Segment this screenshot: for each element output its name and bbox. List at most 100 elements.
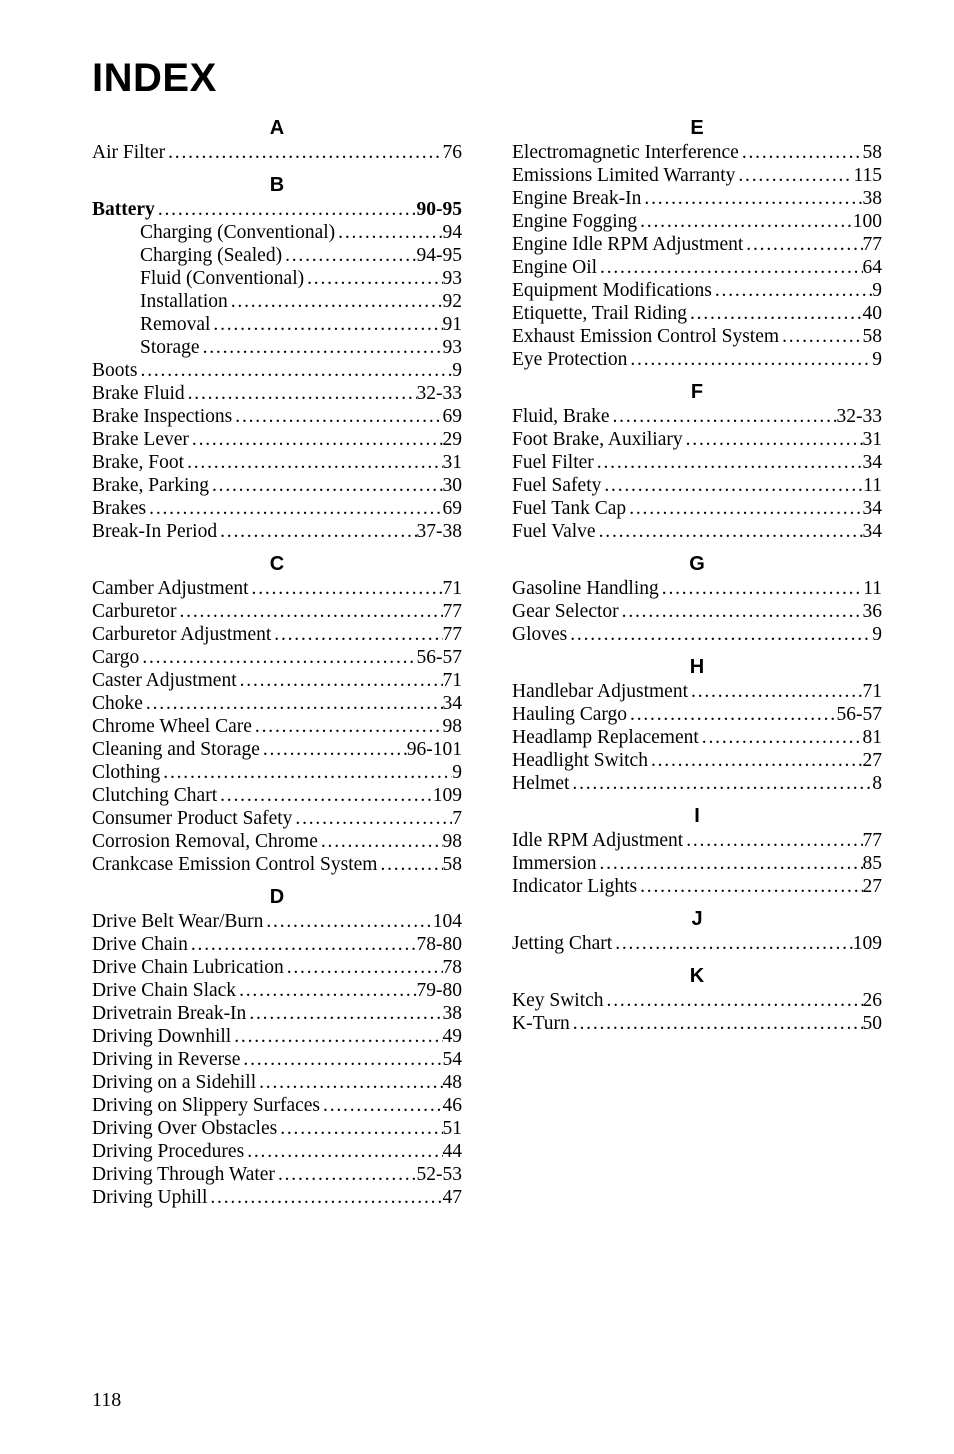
index-entry: Etiquette, Trail Riding40 (512, 302, 882, 325)
index-entry: Installation92 (92, 290, 462, 313)
index-entry: Driving on Slippery Surfaces46 (92, 1094, 462, 1117)
entry-label: Driving Through Water (92, 1163, 275, 1186)
index-entry: Brake Inspections69 (92, 405, 462, 428)
dot-leader (569, 772, 872, 795)
dot-leader (271, 623, 442, 646)
entry-page: 94-95 (417, 244, 463, 267)
entry-label: Driving on Slippery Surfaces (92, 1094, 320, 1117)
entry-page: 11 (863, 577, 882, 600)
entry-label: Driving on a Sidehill (92, 1071, 256, 1094)
dot-leader (236, 979, 416, 1002)
entry-label: Brake Fluid (92, 382, 185, 405)
entry-label: Equipment Modifications (512, 279, 712, 302)
dot-leader (612, 932, 853, 955)
dot-leader (244, 1140, 442, 1163)
index-entry: Crankcase Emission Control System58 (92, 853, 462, 876)
right-column: EElectromagnetic Interference58Emissions… (512, 107, 882, 1209)
dot-leader (604, 989, 863, 1012)
index-entry: Drive Chain Slack 79-80 (92, 979, 462, 1002)
entry-label: Driving Downhill (92, 1025, 231, 1048)
index-entry: Driving Over Obstacles 51 (92, 1117, 462, 1140)
index-entry: Gear Selector36 (512, 600, 882, 623)
dot-leader (185, 382, 417, 405)
index-entry: Drive Belt Wear/Burn104 (92, 910, 462, 933)
index-entry: Emissions Limited Warranty115 (512, 164, 882, 187)
entry-label: Break-In Period (92, 520, 217, 543)
entry-page: 54 (443, 1048, 463, 1071)
entry-label: Brake Inspections (92, 405, 232, 428)
index-entry: Chrome Wheel Care98 (92, 715, 462, 738)
dot-leader (641, 187, 862, 210)
index-entry: Indicator Lights27 (512, 875, 882, 898)
entry-page: 38 (863, 187, 883, 210)
entry-page: 51 (443, 1117, 463, 1140)
entry-label: Fluid, Brake (512, 405, 610, 428)
index-entry: Carburetor Adjustment77 (92, 623, 462, 646)
dot-leader (228, 290, 443, 313)
entry-page: 77 (443, 600, 463, 623)
dot-leader (567, 623, 872, 646)
dot-leader (596, 520, 863, 543)
index-entry: Brake Fluid32-33 (92, 382, 462, 405)
entry-label: Engine Idle RPM Adjustment (512, 233, 743, 256)
entry-label: Etiquette, Trail Riding (512, 302, 687, 325)
dot-leader (275, 1163, 417, 1186)
entry-page: 29 (443, 428, 463, 451)
dot-leader (184, 451, 442, 474)
entry-page: 9 (452, 359, 462, 382)
entry-label: Caster Adjustment (92, 669, 237, 692)
entry-label: Carburetor Adjustment (92, 623, 271, 646)
entry-page: 76 (443, 141, 463, 164)
index-entry: Engine Break-In38 (512, 187, 882, 210)
dot-leader (304, 267, 442, 290)
entry-page: 94 (443, 221, 463, 244)
entry-page: 85 (863, 852, 883, 875)
entry-label: Cleaning and Storage (92, 738, 260, 761)
entry-page: 56-57 (417, 646, 463, 669)
dot-leader (143, 692, 443, 715)
index-entry: Fuel Safety11 (512, 474, 882, 497)
entry-label: Drive Chain Slack (92, 979, 236, 1002)
entry-page: 90-95 (417, 198, 463, 221)
entry-label: Fuel Safety (512, 474, 601, 497)
dot-leader (610, 405, 837, 428)
entry-label: Storage (140, 336, 200, 359)
dot-leader (377, 853, 442, 876)
dot-leader (160, 761, 452, 784)
section-letter: I (512, 805, 882, 828)
entry-page: 77 (863, 829, 883, 852)
dot-leader (627, 703, 836, 726)
page-number: 118 (92, 1389, 121, 1412)
index-entry: Headlamp Replacement81 (512, 726, 882, 749)
entry-label: Fuel Valve (512, 520, 596, 543)
entry-page: 71 (443, 577, 463, 600)
index-entry: Consumer Product Safety7 (92, 807, 462, 830)
index-entry: Drive Chain Lubrication78 (92, 956, 462, 979)
dot-leader (256, 1071, 442, 1094)
section-letter: A (92, 117, 462, 140)
dot-leader (335, 221, 442, 244)
index-entry: Jetting Chart109 (512, 932, 882, 955)
entry-label: Gear Selector (512, 600, 619, 623)
entry-label: Driving Over Obstacles (92, 1117, 277, 1140)
entry-label: Gloves (512, 623, 567, 646)
entry-page: 79-80 (417, 979, 463, 1002)
entry-page: 8 (872, 772, 882, 795)
index-columns: AAir Filter76BBattery90-95Charging (Conv… (92, 107, 882, 1209)
entry-page: 44 (443, 1140, 463, 1163)
entry-page: 100 (853, 210, 882, 233)
entry-label: Fuel Filter (512, 451, 594, 474)
entry-page: 69 (443, 497, 463, 520)
index-page: INDEX AAir Filter76BBattery90-95Charging… (0, 0, 954, 1454)
dot-leader (231, 1025, 442, 1048)
dot-leader (263, 910, 432, 933)
entry-label: Key Switch (512, 989, 604, 1012)
entry-page: 52-53 (417, 1163, 463, 1186)
dot-leader (282, 244, 416, 267)
entry-label: Boots (92, 359, 138, 382)
dot-leader (683, 428, 863, 451)
entry-page: 50 (863, 1012, 883, 1035)
index-entry: Boots 9 (92, 359, 462, 382)
entry-page: 81 (863, 726, 883, 749)
dot-leader (659, 577, 863, 600)
